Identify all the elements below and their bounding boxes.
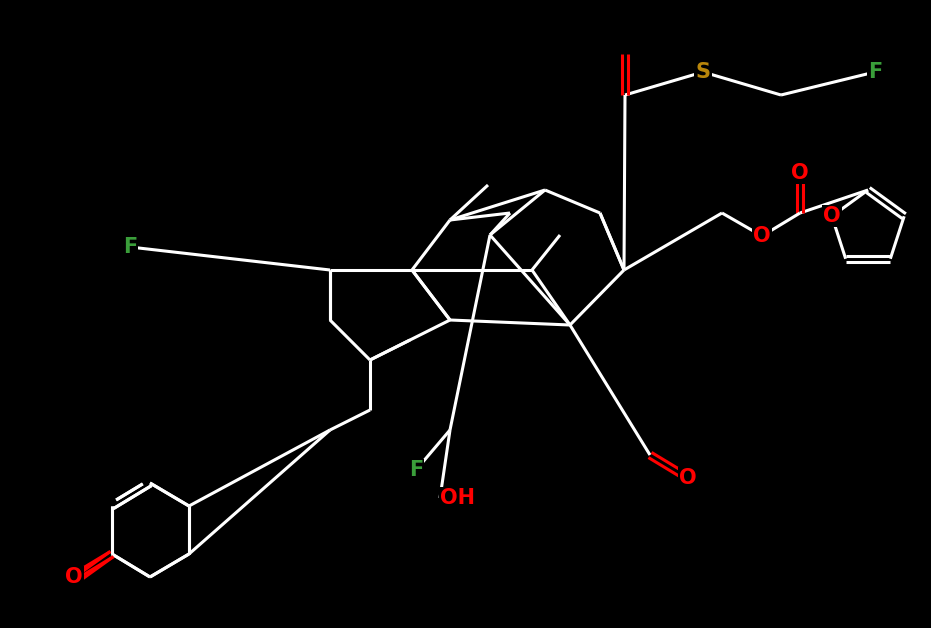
Text: O: O <box>791 163 809 183</box>
Text: O: O <box>753 226 771 246</box>
Text: O: O <box>823 206 841 226</box>
Text: F: F <box>123 237 137 257</box>
Text: S: S <box>695 62 710 82</box>
Text: F: F <box>868 62 883 82</box>
Text: F: F <box>409 460 423 480</box>
Text: O: O <box>680 468 696 488</box>
Text: O: O <box>65 567 83 587</box>
Text: OH: OH <box>440 488 475 508</box>
